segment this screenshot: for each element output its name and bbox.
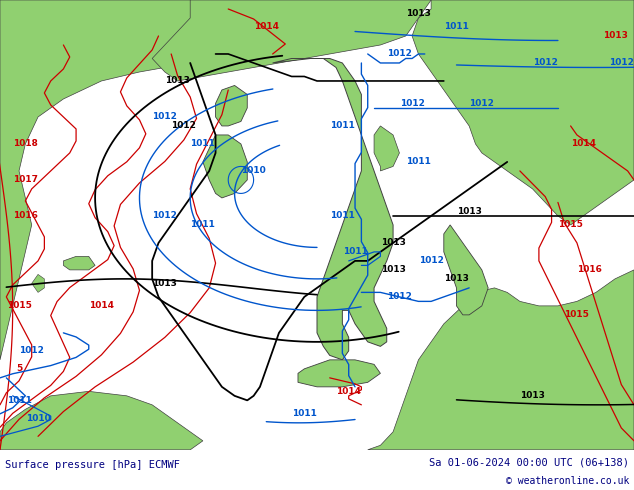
Polygon shape [412,0,634,225]
Text: 1014: 1014 [336,387,361,396]
Polygon shape [273,58,393,360]
Polygon shape [32,274,44,293]
Polygon shape [63,256,95,270]
Polygon shape [0,0,330,360]
Text: 1014: 1014 [89,301,114,310]
Text: 1012: 1012 [469,99,495,108]
Text: 1017: 1017 [13,175,38,184]
Text: 1011: 1011 [444,23,469,31]
Text: 1014: 1014 [571,140,596,148]
Text: 1012: 1012 [609,58,634,68]
Polygon shape [0,392,203,450]
Text: Surface pressure [hPa] ECMWF: Surface pressure [hPa] ECMWF [5,460,180,470]
Polygon shape [298,360,380,387]
Text: 1012: 1012 [387,49,412,58]
Text: 1016: 1016 [13,211,38,220]
Text: 1013: 1013 [444,274,469,283]
Text: 1010: 1010 [241,167,266,175]
Text: 1010: 1010 [25,414,51,423]
Text: 1013: 1013 [165,76,190,85]
Text: 1013: 1013 [380,239,406,247]
Text: 1013: 1013 [520,392,545,400]
Text: 1011: 1011 [406,157,431,167]
Text: Sa 01-06-2024 00:00 UTC (06+138): Sa 01-06-2024 00:00 UTC (06+138) [429,458,629,467]
Text: 1013: 1013 [406,9,431,18]
Text: 1012: 1012 [418,256,444,266]
Text: 1012: 1012 [152,211,178,220]
Text: 1013: 1013 [152,279,178,288]
Polygon shape [374,126,399,171]
Text: 1015: 1015 [564,310,590,319]
Text: © weatheronline.co.uk: © weatheronline.co.uk [505,476,629,486]
Text: 1011: 1011 [190,220,216,229]
Text: 1013: 1013 [380,266,406,274]
Text: 1011: 1011 [6,396,32,405]
Polygon shape [216,85,247,126]
Text: 1013: 1013 [456,207,482,216]
Text: 1012: 1012 [387,293,412,301]
Text: 1016: 1016 [577,266,602,274]
Text: 1012: 1012 [19,346,44,355]
Text: 1011: 1011 [330,122,355,130]
Text: 1011: 1011 [342,247,368,256]
Polygon shape [368,270,634,450]
Text: 1015: 1015 [6,301,32,310]
Text: 1011: 1011 [190,140,216,148]
Text: 1014: 1014 [254,23,279,31]
Text: 1012: 1012 [171,122,197,130]
Text: 1013: 1013 [602,31,628,41]
Text: 1012: 1012 [533,58,558,68]
Text: 5: 5 [16,365,22,373]
Text: 1015: 1015 [558,220,583,229]
Polygon shape [152,0,431,81]
Text: 1012: 1012 [399,99,425,108]
Text: 1012: 1012 [152,112,178,122]
Text: 1011: 1011 [292,409,317,418]
Polygon shape [444,225,488,315]
Text: 1018: 1018 [13,140,38,148]
Polygon shape [203,135,247,198]
Text: 1011: 1011 [330,211,355,220]
